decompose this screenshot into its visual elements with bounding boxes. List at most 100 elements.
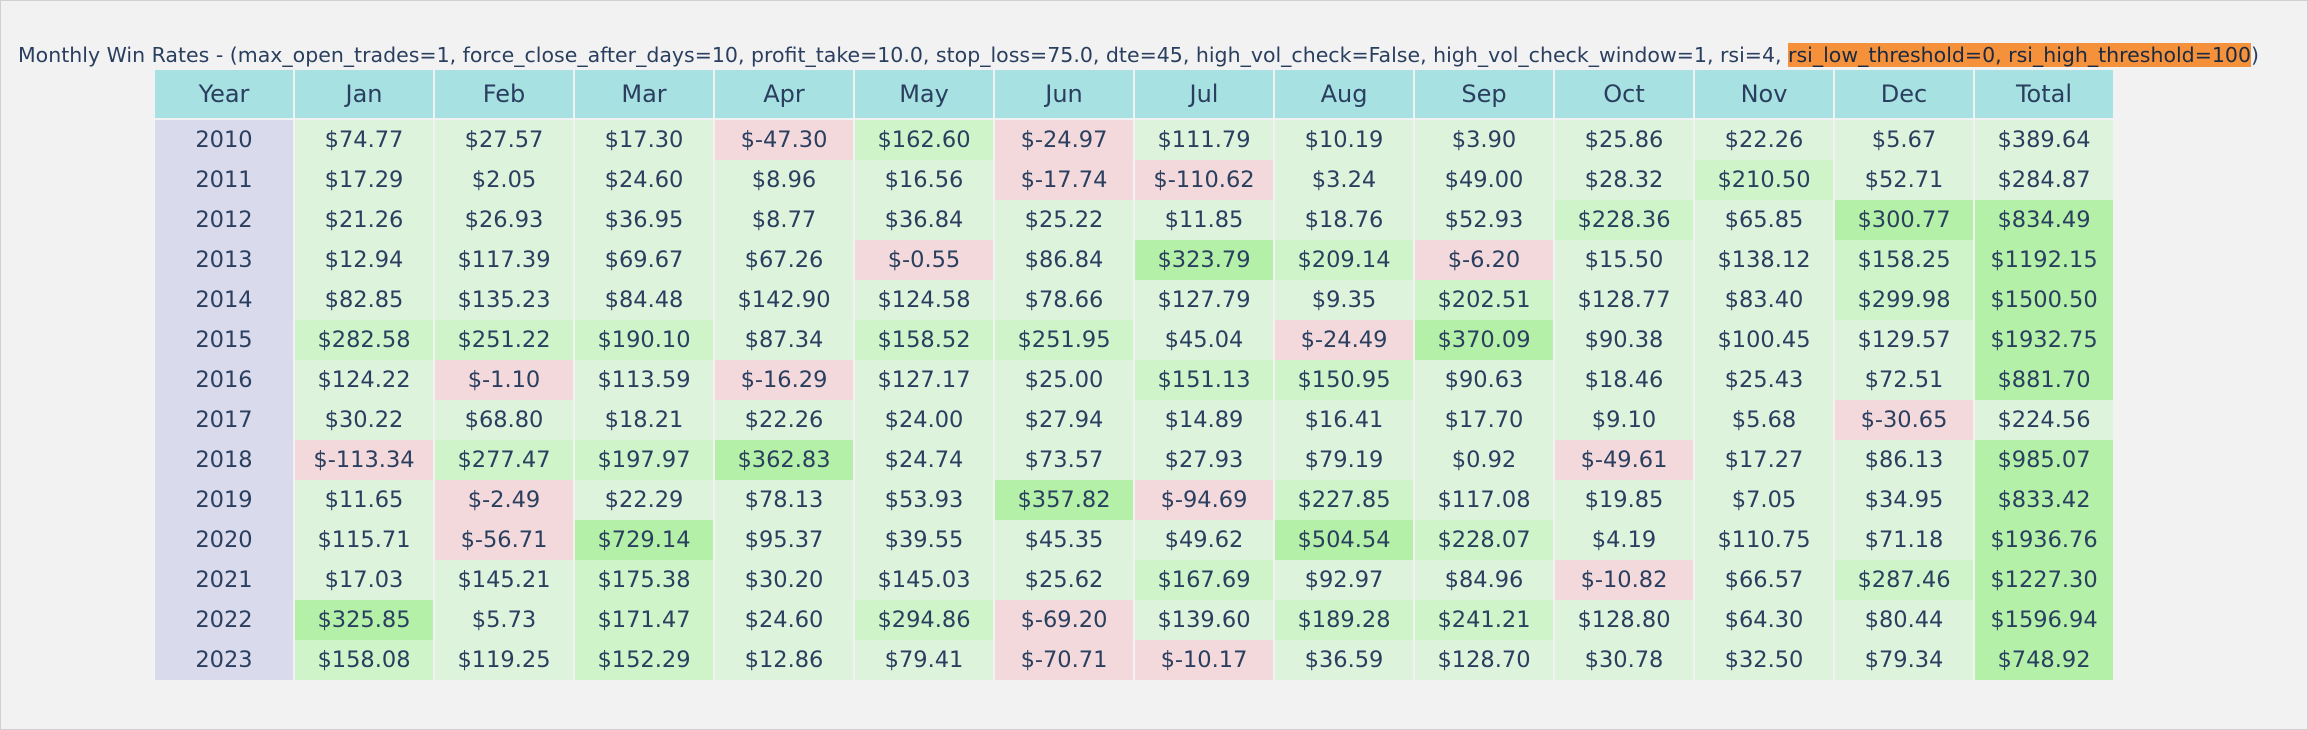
month-cell: $84.96 [1415, 560, 1555, 600]
year-label: 2011 [155, 160, 295, 200]
year-label: 2018 [155, 440, 295, 480]
month-cell: $117.39 [435, 240, 575, 280]
total-cell: $1192.15 [1975, 240, 2115, 280]
month-cell: $79.41 [855, 640, 995, 680]
month-cell: $158.08 [295, 640, 435, 680]
month-cell: $-2.49 [435, 480, 575, 520]
month-cell: $190.10 [575, 320, 715, 360]
year-label: 2016 [155, 360, 295, 400]
month-cell: $45.35 [995, 520, 1135, 560]
total-cell: $1500.50 [1975, 280, 2115, 320]
year-label: 2014 [155, 280, 295, 320]
month-cell: $8.77 [715, 200, 855, 240]
month-cell: $729.14 [575, 520, 715, 560]
month-cell: $18.76 [1275, 200, 1415, 240]
total-cell: $748.92 [1975, 640, 2115, 680]
month-cell: $92.97 [1275, 560, 1415, 600]
month-cell: $74.77 [295, 120, 435, 160]
year-label: 2013 [155, 240, 295, 280]
month-cell: $145.21 [435, 560, 575, 600]
month-cell: $52.71 [1835, 160, 1975, 200]
month-cell: $5.68 [1695, 400, 1835, 440]
total-cell: $1936.76 [1975, 520, 2115, 560]
total-cell: $834.49 [1975, 200, 2115, 240]
month-cell: $22.29 [575, 480, 715, 520]
month-cell: $-0.55 [855, 240, 995, 280]
month-cell: $16.41 [1275, 400, 1415, 440]
month-cell: $202.51 [1415, 280, 1555, 320]
title-highlight: rsi_low_threshold=0, rsi_high_threshold=… [1788, 43, 2251, 67]
month-cell: $86.84 [995, 240, 1135, 280]
year-label: 2017 [155, 400, 295, 440]
month-cell: $370.09 [1415, 320, 1555, 360]
month-cell: $294.86 [855, 600, 995, 640]
month-cell: $12.94 [295, 240, 435, 280]
month-cell: $-49.61 [1555, 440, 1695, 480]
month-cell: $10.19 [1275, 120, 1415, 160]
month-cell: $115.71 [295, 520, 435, 560]
year-label: 2021 [155, 560, 295, 600]
month-cell: $-94.69 [1135, 480, 1275, 520]
month-cell: $87.34 [715, 320, 855, 360]
month-cell: $135.23 [435, 280, 575, 320]
column-header-jul: Jul [1135, 70, 1275, 118]
column-header-jun: Jun [995, 70, 1135, 118]
total-cell: $284.87 [1975, 160, 2115, 200]
month-cell: $27.57 [435, 120, 575, 160]
total-cell: $389.64 [1975, 120, 2115, 160]
month-cell: $152.29 [575, 640, 715, 680]
column-header-dec: Dec [1835, 70, 1975, 118]
month-cell: $251.22 [435, 320, 575, 360]
month-cell: $79.34 [1835, 640, 1975, 680]
year-label: 2023 [155, 640, 295, 680]
month-cell: $277.47 [435, 440, 575, 480]
month-cell: $110.75 [1695, 520, 1835, 560]
total-cell: $833.42 [1975, 480, 2115, 520]
month-cell: $32.50 [1695, 640, 1835, 680]
month-cell: $197.97 [575, 440, 715, 480]
month-cell: $119.25 [435, 640, 575, 680]
month-cell: $67.26 [715, 240, 855, 280]
month-cell: $15.50 [1555, 240, 1695, 280]
title-suffix: ) [2251, 43, 2259, 67]
month-cell: $145.03 [855, 560, 995, 600]
month-cell: $-70.71 [995, 640, 1135, 680]
month-cell: $4.19 [1555, 520, 1695, 560]
month-cell: $25.62 [995, 560, 1135, 600]
month-cell: $66.57 [1695, 560, 1835, 600]
month-cell: $17.27 [1695, 440, 1835, 480]
month-cell: $251.95 [995, 320, 1135, 360]
total-cell: $985.07 [1975, 440, 2115, 480]
month-cell: $128.80 [1555, 600, 1695, 640]
month-cell: $65.85 [1695, 200, 1835, 240]
month-cell: $504.54 [1275, 520, 1415, 560]
month-cell: $17.30 [575, 120, 715, 160]
month-cell: $73.57 [995, 440, 1135, 480]
title-prefix: Monthly Win Rates - (max_open_trades=1, … [18, 43, 1789, 67]
month-cell: $-16.29 [715, 360, 855, 400]
total-cell: $1596.94 [1975, 600, 2115, 640]
month-cell: $-113.34 [295, 440, 435, 480]
month-cell: $28.32 [1555, 160, 1695, 200]
month-cell: $95.37 [715, 520, 855, 560]
month-cell: $-56.71 [435, 520, 575, 560]
month-cell: $11.65 [295, 480, 435, 520]
month-cell: $25.43 [1695, 360, 1835, 400]
month-cell: $111.79 [1135, 120, 1275, 160]
year-label: 2010 [155, 120, 295, 160]
month-cell: $64.30 [1695, 600, 1835, 640]
month-cell: $78.66 [995, 280, 1135, 320]
month-cell: $17.03 [295, 560, 435, 600]
month-cell: $18.21 [575, 400, 715, 440]
month-cell: $-6.20 [1415, 240, 1555, 280]
month-cell: $142.90 [715, 280, 855, 320]
month-cell: $22.26 [1695, 120, 1835, 160]
month-cell: $128.70 [1415, 640, 1555, 680]
month-cell: $100.45 [1695, 320, 1835, 360]
month-cell: $227.85 [1275, 480, 1415, 520]
month-cell: $21.26 [295, 200, 435, 240]
column-header-nov: Nov [1695, 70, 1835, 118]
month-cell: $17.70 [1415, 400, 1555, 440]
month-cell: $39.55 [855, 520, 995, 560]
month-cell: $362.83 [715, 440, 855, 480]
